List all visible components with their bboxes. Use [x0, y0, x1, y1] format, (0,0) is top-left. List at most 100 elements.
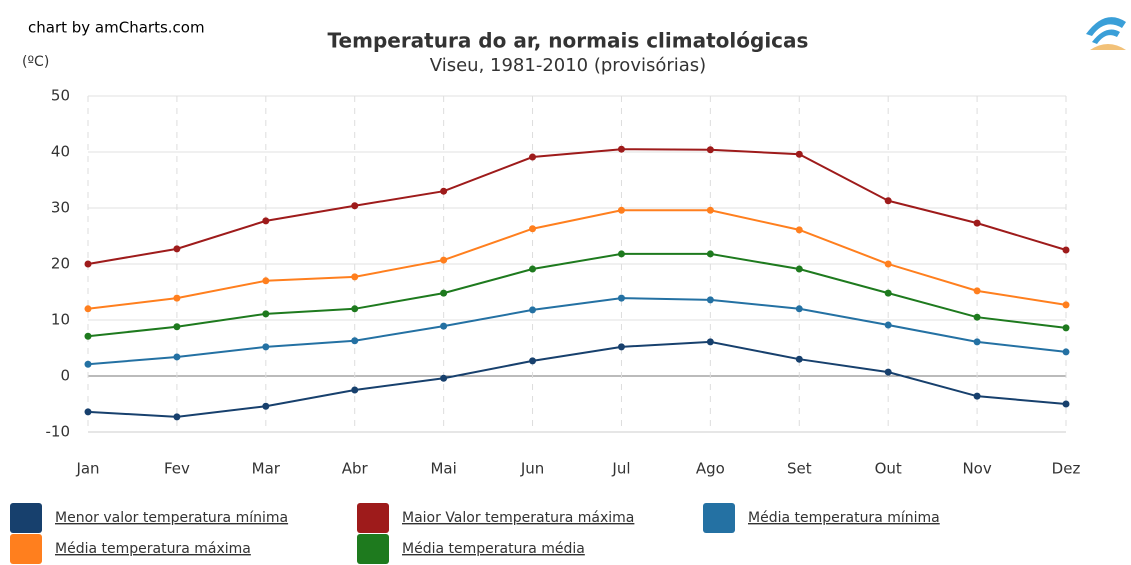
y-tick-label: 30 — [51, 199, 70, 217]
data-point — [884, 260, 892, 268]
grid — [87, 95, 1067, 433]
data-point — [706, 338, 714, 346]
data-point — [84, 408, 92, 416]
data-point — [351, 386, 359, 394]
legend-swatch — [357, 534, 389, 564]
y-tick-label: 20 — [51, 255, 70, 273]
legend: Menor valor temperatura mínima Maior Valo… — [10, 503, 940, 564]
series-line — [87, 297, 1067, 366]
data-point — [973, 313, 981, 321]
data-point — [617, 343, 625, 351]
data-point — [262, 343, 270, 351]
data-point — [795, 355, 803, 363]
data-point — [262, 310, 270, 318]
data-point — [173, 323, 181, 331]
legend-label[interactable]: Média temperatura média — [402, 541, 585, 557]
data-point — [173, 353, 181, 361]
x-tick-label: Ago — [696, 460, 725, 478]
data-point — [973, 219, 981, 227]
data-point — [706, 146, 714, 154]
data-point — [84, 332, 92, 340]
x-tick-label: Jun — [520, 460, 544, 478]
legend-swatch — [10, 503, 42, 533]
data-point — [884, 197, 892, 205]
data-point — [351, 273, 359, 281]
x-tick-label: Out — [875, 460, 902, 478]
data-point — [1062, 400, 1070, 408]
x-tick-label: Jul — [611, 460, 630, 478]
data-point — [440, 256, 448, 264]
data-point — [973, 338, 981, 346]
data-point — [1062, 348, 1070, 356]
x-tick-label: Fev — [164, 460, 190, 478]
series-line — [87, 252, 1067, 338]
x-tick-label: Mai — [430, 460, 456, 478]
data-point — [617, 294, 625, 302]
data-point — [262, 277, 270, 285]
data-point — [617, 206, 625, 214]
data-point — [173, 294, 181, 302]
legend-label[interactable]: Menor valor temperatura mínima — [55, 510, 288, 526]
data-point — [84, 360, 92, 368]
legend-swatch — [10, 534, 42, 564]
x-tick-label: Dez — [1052, 460, 1081, 478]
data-point — [529, 153, 537, 161]
legend-label[interactable]: Média temperatura máxima — [55, 541, 251, 557]
data-point — [617, 145, 625, 153]
chart-subtitle: Viseu, 1981-2010 (provisórias) — [430, 55, 706, 76]
x-tick-label: Jan — [75, 460, 99, 478]
data-point — [84, 305, 92, 313]
data-point — [795, 265, 803, 273]
data-point — [440, 187, 448, 195]
data-point — [973, 392, 981, 400]
data-point — [84, 260, 92, 268]
data-point — [1062, 301, 1070, 309]
data-point — [706, 206, 714, 214]
data-point — [440, 289, 448, 297]
data-point — [1062, 246, 1070, 254]
series-line — [87, 209, 1067, 310]
data-point — [529, 265, 537, 273]
y-axis-label: (ºC) — [22, 54, 49, 70]
data-point — [529, 225, 537, 233]
x-tick-label: Set — [787, 460, 812, 478]
series-line — [87, 340, 1067, 418]
data-point — [617, 250, 625, 258]
y-tick-label: 40 — [51, 143, 70, 161]
data-point — [884, 368, 892, 376]
credit[interactable]: chart by amCharts.com — [28, 19, 205, 37]
data-point — [529, 357, 537, 365]
legend-label[interactable]: Maior Valor temperatura máxima — [402, 510, 634, 526]
data-point — [706, 250, 714, 258]
series-line — [87, 148, 1067, 265]
data-point — [262, 402, 270, 410]
data-point — [795, 150, 803, 158]
data-point — [351, 337, 359, 345]
y-tick-label: -10 — [46, 423, 71, 441]
data-point — [884, 289, 892, 297]
data-point — [440, 374, 448, 382]
data-point — [795, 305, 803, 313]
legend-swatch — [357, 503, 389, 533]
data-point — [884, 321, 892, 329]
data-point — [440, 322, 448, 330]
x-tick-label: Abr — [342, 460, 369, 478]
data-point — [1062, 324, 1070, 332]
logo — [1086, 17, 1126, 50]
data-point — [706, 296, 714, 304]
data-point — [529, 306, 537, 314]
legend-swatch — [703, 503, 735, 533]
chart-title: Temperatura do ar, normais climatológica… — [328, 29, 809, 53]
x-tick-label: Mar — [252, 460, 281, 478]
legend-label[interactable]: Média temperatura mínima — [748, 510, 940, 526]
y-tick-label: 0 — [60, 367, 70, 385]
data-point — [173, 413, 181, 421]
data-point — [262, 217, 270, 225]
data-point — [351, 305, 359, 313]
data-point — [795, 226, 803, 234]
data-point — [351, 202, 359, 210]
x-tick-label: Nov — [962, 460, 991, 478]
data-point — [173, 245, 181, 253]
y-tick-label: 10 — [51, 311, 70, 329]
